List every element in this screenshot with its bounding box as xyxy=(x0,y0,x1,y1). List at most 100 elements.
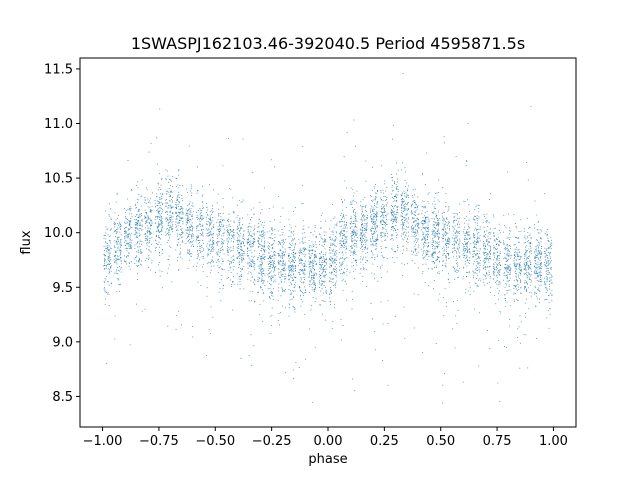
data-point xyxy=(293,271,295,272)
data-point xyxy=(288,274,289,276)
data-point xyxy=(535,271,537,273)
data-point xyxy=(213,242,215,244)
data-point xyxy=(467,249,468,251)
data-point xyxy=(509,244,510,246)
data-point xyxy=(281,258,283,259)
data-point xyxy=(247,226,249,228)
data-point xyxy=(269,333,271,334)
data-point xyxy=(526,263,528,265)
data-point xyxy=(332,261,334,263)
data-point xyxy=(217,215,219,217)
data-point xyxy=(422,174,423,176)
data-point xyxy=(534,266,536,268)
data-point xyxy=(291,269,293,271)
data-point xyxy=(351,204,353,205)
data-point xyxy=(282,260,284,262)
data-point xyxy=(525,269,527,270)
data-point xyxy=(239,231,241,233)
data-point xyxy=(334,268,336,270)
data-point xyxy=(208,231,210,233)
data-point xyxy=(383,192,385,194)
data-point xyxy=(438,271,440,273)
data-point xyxy=(488,241,490,243)
data-point xyxy=(438,237,440,239)
data-point xyxy=(294,276,296,278)
data-point xyxy=(405,208,407,210)
data-point xyxy=(465,235,467,237)
data-point xyxy=(233,235,235,237)
data-point xyxy=(413,213,415,215)
data-point xyxy=(373,233,375,234)
data-point xyxy=(455,260,457,261)
data-point xyxy=(159,202,160,204)
data-point xyxy=(386,202,388,204)
data-point xyxy=(433,200,435,202)
data-point xyxy=(445,232,447,233)
data-point xyxy=(107,291,109,293)
data-point xyxy=(448,243,450,245)
data-point xyxy=(534,224,535,226)
data-point xyxy=(278,283,280,285)
data-point xyxy=(139,259,140,261)
data-point xyxy=(113,272,115,274)
data-point xyxy=(402,221,403,223)
data-point xyxy=(343,259,345,261)
data-point xyxy=(252,260,254,262)
data-point xyxy=(424,219,425,221)
data-point xyxy=(139,263,141,265)
data-point xyxy=(508,230,510,232)
data-point xyxy=(431,255,433,257)
data-point xyxy=(371,257,373,259)
data-point xyxy=(376,242,377,244)
data-point xyxy=(392,206,393,207)
data-point xyxy=(177,245,178,246)
data-point xyxy=(167,219,168,220)
data-point xyxy=(162,202,163,204)
data-point xyxy=(192,225,194,227)
data-point xyxy=(300,259,302,261)
data-point xyxy=(523,228,525,230)
data-point xyxy=(496,249,498,250)
data-point xyxy=(525,238,527,240)
data-point xyxy=(382,224,384,225)
data-point xyxy=(540,252,542,254)
data-point xyxy=(447,243,449,244)
data-point xyxy=(402,207,404,209)
data-point xyxy=(116,291,118,293)
data-point xyxy=(169,210,171,212)
data-point xyxy=(484,262,486,264)
data-point xyxy=(437,218,438,220)
data-point xyxy=(119,249,121,251)
data-point xyxy=(221,268,223,270)
data-point xyxy=(259,269,261,271)
data-point xyxy=(425,263,427,265)
data-point xyxy=(261,209,263,210)
data-point xyxy=(397,246,399,248)
data-point xyxy=(291,290,293,292)
data-point xyxy=(443,218,445,220)
data-point xyxy=(377,239,379,241)
data-point xyxy=(545,286,547,288)
data-point xyxy=(140,224,141,226)
data-point xyxy=(282,254,284,256)
data-point xyxy=(134,263,136,264)
data-point xyxy=(155,206,156,208)
data-point xyxy=(530,268,532,270)
data-point xyxy=(371,256,373,258)
data-point xyxy=(526,283,528,284)
data-point xyxy=(360,225,362,227)
data-point xyxy=(487,266,488,268)
data-point xyxy=(201,228,203,230)
data-point xyxy=(490,250,491,251)
data-point xyxy=(201,256,203,258)
data-point xyxy=(544,250,546,252)
data-point xyxy=(392,234,393,236)
data-point xyxy=(519,259,521,260)
data-point xyxy=(135,219,137,221)
data-point xyxy=(488,258,490,260)
data-point xyxy=(437,242,439,244)
data-point xyxy=(109,259,111,261)
data-point xyxy=(365,223,367,225)
data-point xyxy=(170,220,171,222)
data-point xyxy=(258,291,259,293)
